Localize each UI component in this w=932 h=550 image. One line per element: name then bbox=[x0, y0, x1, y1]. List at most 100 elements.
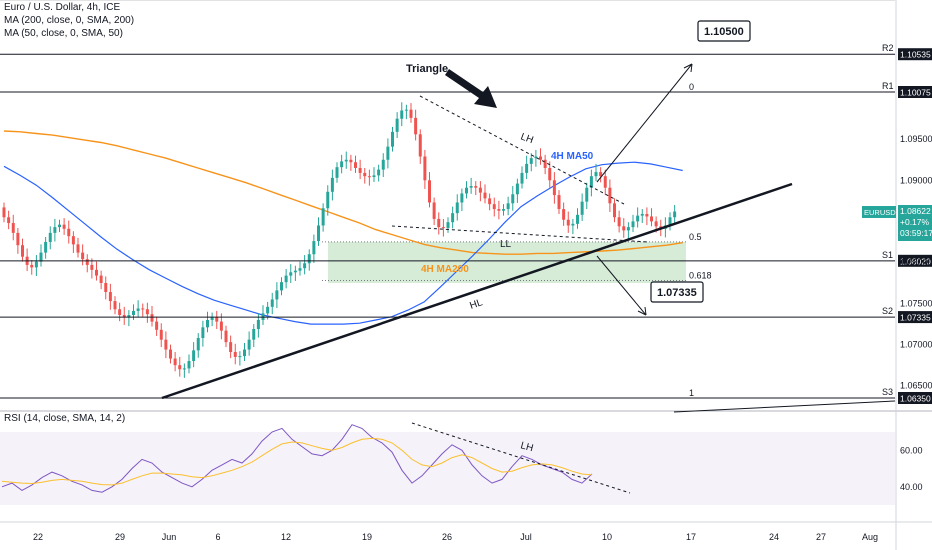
candle-down bbox=[409, 109, 413, 118]
price-tick: 1.09500 bbox=[900, 134, 932, 144]
candle-up bbox=[39, 252, 43, 262]
candle-up bbox=[594, 172, 598, 177]
level-price-tag: 1.07335 bbox=[898, 311, 932, 324]
candle-down bbox=[71, 236, 75, 245]
level-tag-bg bbox=[898, 311, 932, 324]
candle-up bbox=[326, 191, 330, 209]
level-label: R1 bbox=[882, 81, 894, 91]
price-tag-change: +0.17% bbox=[900, 217, 930, 227]
candle-down bbox=[349, 159, 353, 163]
candle-down bbox=[169, 349, 173, 359]
time-tick: 10 bbox=[602, 532, 612, 542]
price-tag-countdown: 03:59:17 bbox=[900, 228, 932, 238]
candle-down bbox=[219, 321, 223, 331]
candle-up bbox=[511, 194, 515, 204]
candle-up bbox=[372, 175, 376, 178]
candle-down bbox=[562, 209, 566, 220]
price-tick: 1.07500 bbox=[900, 299, 932, 309]
time-tick: 22 bbox=[33, 532, 43, 542]
level-tag-text: 1.06350 bbox=[900, 394, 931, 404]
candle-down bbox=[548, 167, 552, 181]
candle-up bbox=[34, 261, 38, 268]
candle-up bbox=[206, 319, 210, 328]
symbol-title: Euro / U.S. Dollar, 4h, ICE bbox=[4, 2, 121, 13]
candle-up bbox=[525, 163, 529, 173]
fib-label: 0.618 bbox=[689, 271, 712, 281]
candle-down bbox=[423, 156, 427, 181]
level-tag-text: 1.10075 bbox=[900, 88, 931, 98]
candle-down bbox=[437, 218, 441, 228]
candle-down bbox=[122, 315, 126, 318]
symbol-tag-text: EURUSD bbox=[864, 208, 896, 217]
candle-up bbox=[330, 177, 334, 192]
time-tick: 24 bbox=[769, 532, 779, 542]
candle-up bbox=[515, 183, 519, 195]
candle-up bbox=[506, 203, 510, 210]
candle-up bbox=[576, 214, 580, 224]
candle-down bbox=[488, 198, 492, 205]
candle-up bbox=[626, 227, 630, 231]
triangle-pointer-arrow bbox=[445, 69, 497, 108]
candle-down bbox=[566, 219, 570, 226]
candle-down bbox=[62, 224, 66, 229]
candle-up bbox=[275, 290, 279, 300]
fib-label: 0 bbox=[689, 82, 694, 92]
candle-down bbox=[603, 176, 607, 188]
level-price-tag: 1.10535 bbox=[898, 48, 932, 61]
time-tick: 19 bbox=[362, 532, 372, 542]
candle-up bbox=[187, 361, 191, 369]
annotation-hl: HL bbox=[468, 297, 484, 312]
time-tick: 6 bbox=[215, 532, 220, 542]
candle-up bbox=[132, 310, 136, 316]
annotation-lh: LH bbox=[519, 131, 535, 146]
candle-down bbox=[483, 192, 487, 199]
level-label: S1 bbox=[882, 250, 893, 260]
candle-down bbox=[11, 223, 15, 233]
candle-down bbox=[81, 252, 85, 260]
candle-down bbox=[367, 176, 371, 178]
candle-down bbox=[354, 162, 358, 168]
annotation-ma50: 4H MA50 bbox=[551, 151, 594, 162]
candle-down bbox=[164, 339, 168, 350]
candle-up bbox=[534, 156, 538, 159]
candle-up bbox=[289, 272, 293, 276]
time-tick: Jul bbox=[520, 532, 532, 542]
candle-down bbox=[654, 221, 658, 227]
candle-down bbox=[617, 217, 621, 227]
candle-down bbox=[145, 309, 149, 315]
candle-down bbox=[173, 358, 177, 366]
candle-up bbox=[571, 223, 575, 226]
time-tick: 29 bbox=[115, 532, 125, 542]
target-box-bg bbox=[650, 281, 704, 303]
time-tick: 26 bbox=[442, 532, 452, 542]
candle-down bbox=[474, 186, 478, 188]
time-tick: 12 bbox=[281, 532, 291, 542]
bull-projection-line bbox=[596, 63, 693, 183]
price-tick: 1.08000 bbox=[900, 257, 932, 267]
candle-down bbox=[557, 195, 561, 210]
candle-up bbox=[307, 254, 311, 264]
candle-up bbox=[640, 213, 644, 216]
candle-up bbox=[53, 227, 57, 233]
candle-up bbox=[520, 172, 524, 184]
annotation-ll: LL bbox=[500, 239, 512, 250]
rsi-tick: 40.00 bbox=[900, 482, 923, 492]
candle-up bbox=[335, 167, 339, 178]
candle-down bbox=[21, 245, 25, 257]
candle-up bbox=[529, 158, 533, 164]
candle-down bbox=[67, 228, 71, 237]
level-tag-text: 1.08020 bbox=[900, 256, 931, 266]
hl-trendline bbox=[161, 182, 793, 400]
candle-down bbox=[432, 202, 436, 219]
candle-up bbox=[58, 224, 62, 228]
time-tick: Aug bbox=[862, 532, 878, 542]
fib-label: 1 bbox=[689, 388, 694, 398]
rsi-lh-trendline bbox=[411, 422, 631, 494]
ll-trendline bbox=[391, 225, 649, 243]
candle-down bbox=[229, 342, 233, 352]
rsi-band bbox=[0, 432, 895, 505]
candle-up bbox=[284, 275, 288, 283]
candle-up bbox=[280, 282, 284, 291]
annotation-ma200: 4H MA200 bbox=[421, 264, 469, 275]
